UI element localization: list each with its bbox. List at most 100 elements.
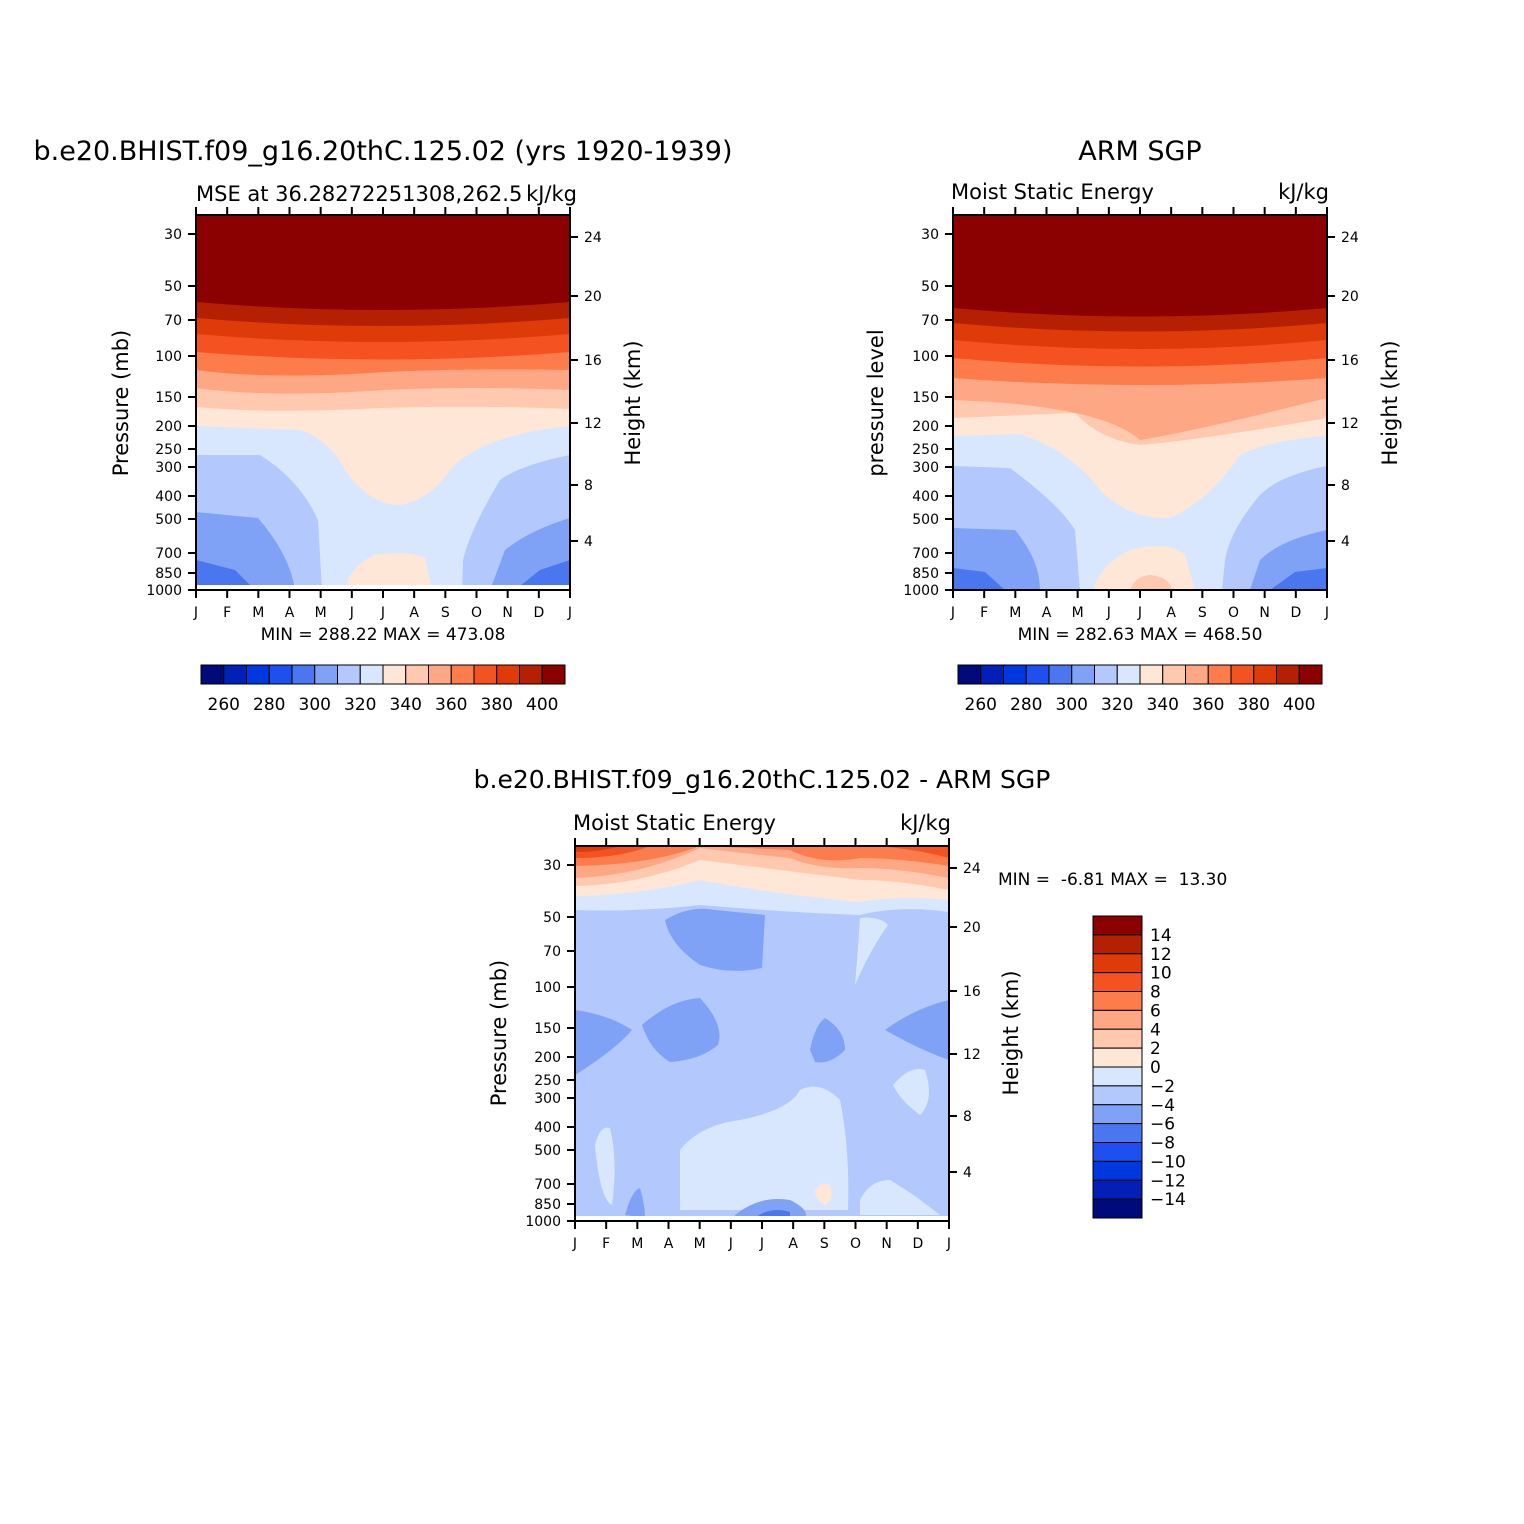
y-tick-label: 1000: [525, 1214, 561, 1230]
x-tick-label: M: [694, 1236, 706, 1252]
colorbar-label: −4: [1150, 1096, 1175, 1116]
colorbar-box: [1092, 934, 1143, 955]
colorbar-label: −8: [1150, 1134, 1175, 1154]
y-tick-label: 70: [921, 313, 939, 329]
colorbar-label: 12: [1150, 945, 1172, 965]
x-tick-label: F: [602, 1236, 610, 1252]
colorbar-label: 380: [481, 695, 513, 715]
diff-band-neg6-c: [642, 998, 720, 1062]
panel-model-stats: MIN = 288.22 MAX = 473.08: [261, 625, 506, 645]
x-tick-label: J: [193, 605, 198, 621]
x-tick-label: J: [380, 605, 385, 621]
colorbar-box: [1092, 991, 1143, 1011]
colorbar-box: [200, 664, 225, 685]
y-tick-label: 70: [164, 313, 182, 329]
colorbar-box: [541, 664, 566, 685]
x-tick-label: J: [349, 605, 354, 621]
panel-model: b.e20.BHIST.f09_g16.20thC.125.02 (yrs 19…: [33, 136, 732, 715]
colorbar-box: [1092, 915, 1143, 936]
diff-band-12: [575, 846, 620, 852]
panel-diff-ylabel: Pressure (mb): [487, 960, 511, 1107]
colorbar-box: [337, 664, 361, 685]
y-tick-label: 400: [912, 489, 939, 505]
colorbar-box: [314, 664, 338, 685]
y-right-tick-label: 20: [584, 289, 602, 305]
x-tick-label: S: [441, 605, 450, 621]
colorbar-label: 280: [253, 695, 285, 715]
colorbar-label: 400: [526, 695, 558, 715]
x-tick-label: M: [315, 605, 327, 621]
panel-obs-subtitle-right: kJ/kg: [1278, 180, 1329, 204]
diff-band-8: [575, 846, 949, 866]
colorbar-box: [268, 664, 293, 685]
colorbar-box: [1092, 1179, 1143, 1200]
x-tick-label: O: [471, 605, 482, 621]
colorbar-label: 10: [1150, 964, 1172, 984]
panel-obs: ARM SGP Moist Static Energy kJ/kg 30 50 70…: [864, 136, 1402, 715]
colorbar-label: 320: [344, 695, 376, 715]
colorbar-label: 0: [1150, 1058, 1161, 1078]
y-tick-label: 500: [534, 1143, 561, 1159]
y-tick-label: 70: [543, 944, 561, 960]
y-tick-label: 30: [921, 227, 939, 243]
diff-band-neg6-low2: [625, 1188, 645, 1218]
y-right-tick-label: 8: [1341, 478, 1350, 494]
diff-band-pos2-low: [815, 1183, 832, 1205]
y-tick-label: 400: [155, 489, 182, 505]
colorbar-box: [1092, 1123, 1143, 1143]
colorbar-box: [450, 664, 475, 685]
y-tick-label: 100: [534, 980, 561, 996]
colorbar-box: [1003, 664, 1027, 685]
y-tick-label: 200: [912, 419, 939, 435]
x-tick-label: A: [285, 605, 295, 621]
y-right-tick-label: 12: [584, 416, 602, 432]
x-tick-label: A: [1166, 605, 1176, 621]
x-tick-label: S: [820, 1236, 829, 1252]
colorbar-box: [1092, 1085, 1143, 1106]
y-right-tick-label: 24: [1341, 230, 1359, 246]
y-tick-label: 850: [912, 566, 939, 582]
colorbar-label: −12: [1150, 1171, 1186, 1191]
x-tick-label: J: [1324, 605, 1329, 621]
colorbar-box: [291, 664, 316, 685]
y-tick-label: 500: [155, 512, 182, 528]
panel-model-y-axis-right: 24 20 16 12 8 4: [570, 230, 602, 550]
panel-obs-colorbar: 260 280 300 320 340 360 380 400: [957, 664, 1323, 715]
x-tick-label: F: [223, 605, 231, 621]
y-right-tick-label: 4: [1341, 534, 1350, 550]
panel-model-contour-field: [196, 215, 570, 590]
colorbar-box: [1116, 664, 1141, 685]
colorbar-box: [382, 664, 407, 685]
x-tick-label: O: [850, 1236, 861, 1252]
colorbar-label: 2: [1150, 1039, 1161, 1059]
y-right-tick-label: 8: [963, 1109, 972, 1125]
x-tick-label: J: [572, 1236, 577, 1252]
x-tick-label: M: [631, 1236, 643, 1252]
x-tick-label: J: [946, 1236, 951, 1252]
y-tick-label: 500: [912, 512, 939, 528]
colorbar-label: 340: [1147, 695, 1179, 715]
y-right-tick-label: 24: [584, 230, 602, 246]
colorbar-box: [1094, 664, 1118, 685]
y-right-tick-label: 20: [1341, 289, 1359, 305]
x-tick-label: M: [1072, 605, 1084, 621]
panel-diff-stats: MIN = -6.81 MAX = 13.30: [998, 870, 1227, 890]
colorbar-box: [1092, 1160, 1143, 1181]
colorbar-label: 300: [1056, 695, 1088, 715]
y-tick-label: 400: [534, 1120, 561, 1136]
colorbar-box: [980, 664, 1004, 685]
x-tick-label: A: [664, 1236, 674, 1252]
x-tick-label: M: [1009, 605, 1021, 621]
colorbar-label: 4: [1150, 1020, 1161, 1040]
y-tick-label: 700: [912, 546, 939, 562]
y-tick-label: 200: [155, 419, 182, 435]
x-tick-label: O: [1228, 605, 1239, 621]
y-right-tick-label: 16: [963, 984, 981, 1000]
model-band-340-low: [345, 553, 432, 590]
x-tick-label: M: [252, 605, 264, 621]
colorbar-label: 300: [299, 695, 331, 715]
